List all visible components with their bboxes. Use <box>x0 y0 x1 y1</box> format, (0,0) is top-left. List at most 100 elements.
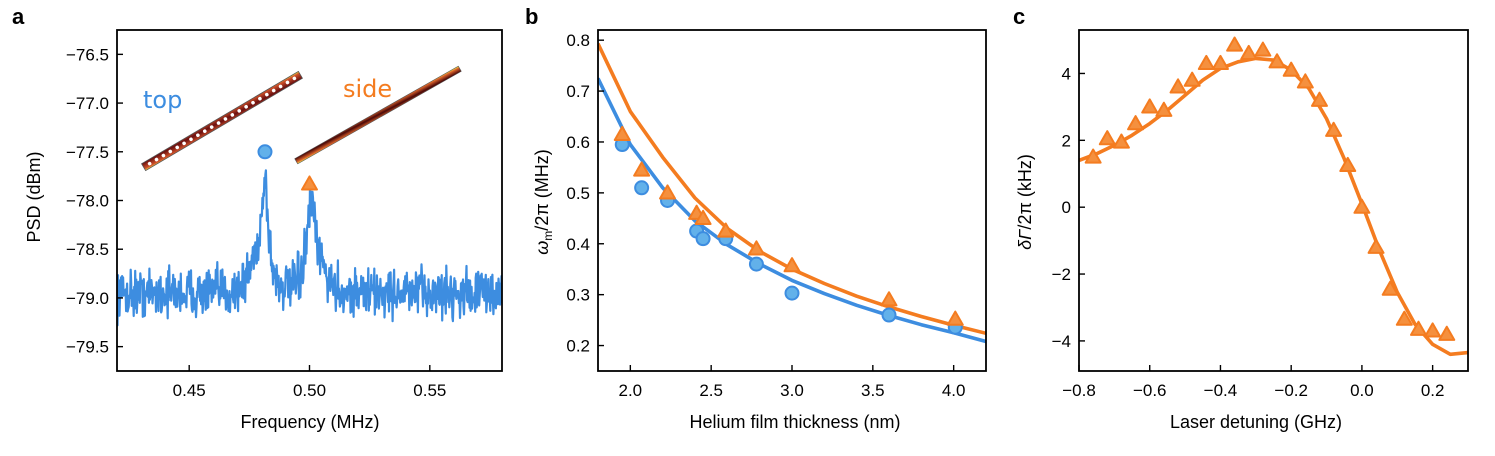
panel-a-ytick-label: −77.5 <box>66 143 109 162</box>
panel-b-ytick-label: 0.4 <box>566 235 590 254</box>
beam-hole <box>223 117 228 121</box>
panel-b-plot-area <box>598 42 986 344</box>
panel-b-xtick-label: 2.5 <box>699 381 723 400</box>
panel-a-chart: top side 0.45 0.50 0.55 −76.5 −77.0 −77.5 −78.… <box>24 29 503 432</box>
panel-c-ytick-label: −2 <box>1052 265 1071 284</box>
beam-hole <box>161 153 166 158</box>
data-point <box>1183 71 1201 87</box>
data-point <box>1424 322 1442 338</box>
panel-letter-c: c <box>1013 4 1025 29</box>
data-point <box>1381 280 1399 296</box>
data-point <box>1169 78 1187 94</box>
data-point <box>1197 54 1215 71</box>
panel-a-xtick-label: 0.50 <box>293 381 326 400</box>
beam-hole <box>292 76 297 81</box>
beam-hole <box>147 161 152 166</box>
data-point <box>1268 53 1286 69</box>
data-point <box>1325 121 1343 137</box>
beam-hole <box>168 149 173 154</box>
data-point <box>1127 115 1145 131</box>
data-point <box>1353 198 1371 214</box>
side-data-point <box>717 222 735 238</box>
marker-top-peak <box>257 144 273 160</box>
data-point <box>1367 238 1385 254</box>
panel-c-frame <box>1078 29 1469 372</box>
top-data-point <box>634 180 650 196</box>
panel-c-axes: −0.8 −0.6 −0.4 −0.2 0.0 0.2 −4 −2 0 2 4 <box>1052 29 1469 400</box>
beam-hole <box>216 121 221 125</box>
panel-b-ytick-label: 0.7 <box>566 82 590 101</box>
panel-b-ytick-label: 0.5 <box>566 184 590 203</box>
data-point <box>1098 130 1116 146</box>
side-data-point <box>783 257 801 273</box>
beam-hole <box>285 80 290 85</box>
data-point <box>1211 54 1229 71</box>
beam-hole <box>202 129 207 133</box>
data-point <box>1240 44 1258 61</box>
top-data-point <box>881 307 897 323</box>
data-point <box>1141 98 1159 114</box>
panel-b-xtick-label: 4.0 <box>942 381 966 400</box>
panel-a-ytick-label: −79.5 <box>66 338 109 357</box>
data-point <box>1084 148 1102 164</box>
panel-c-xtick-label: −0.4 <box>1204 381 1238 400</box>
panel-b-ytick-label: 0.3 <box>566 286 590 305</box>
panel-c-plot-area <box>1079 36 1468 357</box>
panel-b-xlabel: Helium film thickness (nm) <box>689 412 900 432</box>
panel-a-ylabel: PSD (dBm) <box>24 151 44 242</box>
panel-b-xtick-label: 3.5 <box>861 381 885 400</box>
panel-b-xtick-label: 2.0 <box>619 381 643 400</box>
beam-hole <box>237 109 242 113</box>
data-point <box>1395 310 1413 326</box>
panel-a-xtick-label: 0.45 <box>173 381 206 400</box>
beam-hole <box>182 141 186 146</box>
data-point <box>1155 101 1173 117</box>
side-data-point <box>659 184 677 200</box>
data-point <box>1409 320 1427 336</box>
data-point <box>1254 41 1272 57</box>
side-data-point <box>946 310 964 326</box>
data-point <box>1226 36 1244 52</box>
panel-b-ytick-label: 0.8 <box>566 31 590 50</box>
beam-side-illustration <box>294 65 462 165</box>
top-data-point <box>748 256 764 272</box>
beam-top-illustration <box>141 70 303 172</box>
side-data-point <box>880 291 898 307</box>
top-fit-line <box>598 77 986 344</box>
panel-c-ytick-label: 4 <box>1062 64 1071 83</box>
beam-hole <box>244 104 248 109</box>
annotation-top: top <box>143 86 182 114</box>
data-point <box>1438 325 1456 341</box>
panel-letter-a: a <box>12 4 25 29</box>
panel-c-xtick-label: −0.2 <box>1274 381 1308 400</box>
data-point <box>1112 133 1130 149</box>
panel-b-chart: 2.0 2.5 3.0 3.5 4.0 0.2 0.3 0.4 0.5 0.6 0.7 0.8 Hel… <box>532 29 987 432</box>
beam-hole <box>175 145 179 150</box>
panel-c-chart: −0.8 −0.6 −0.4 −0.2 0.0 0.2 −4 −2 0 2 4 Laser detu… <box>1015 29 1469 432</box>
panel-a-ytick-label: −78.0 <box>66 192 109 211</box>
annotation-side: side <box>343 75 392 103</box>
panel-a-xtick-label: 0.55 <box>413 381 446 400</box>
data-point <box>1296 73 1314 89</box>
panel-a-axes: 0.45 0.50 0.55 −76.5 −77.0 −77.5 −78.0 −78.5 −79… <box>66 29 503 400</box>
data-point <box>1339 156 1357 173</box>
beam-hole <box>278 84 283 89</box>
marker-side-peak <box>301 175 318 191</box>
beam-hole <box>271 88 276 93</box>
panel-c-ytick-label: 0 <box>1062 198 1071 217</box>
side-data-point <box>694 209 712 225</box>
panel-a-ytick-label: −76.5 <box>66 45 109 64</box>
panel-a-xlabel: Frequency (MHz) <box>240 412 379 432</box>
side-data-point <box>613 125 631 141</box>
side-data-point <box>633 161 651 177</box>
panel-b-axes: 2.0 2.5 3.0 3.5 4.0 0.2 0.3 0.4 0.5 0.6 0.7 0.8 <box>566 29 987 400</box>
panel-b-ylabel: ωm/2π (MHz) <box>532 149 555 254</box>
panel-c-ytick-label: −4 <box>1052 332 1071 351</box>
beam-hole <box>189 137 193 142</box>
beam-hole <box>196 133 200 138</box>
fit-line <box>1079 56 1468 357</box>
panel-letter-b: b <box>525 4 538 29</box>
panel-a-ytick-label: −78.5 <box>66 240 109 259</box>
panel-c-xtick-label: −0.8 <box>1062 381 1096 400</box>
